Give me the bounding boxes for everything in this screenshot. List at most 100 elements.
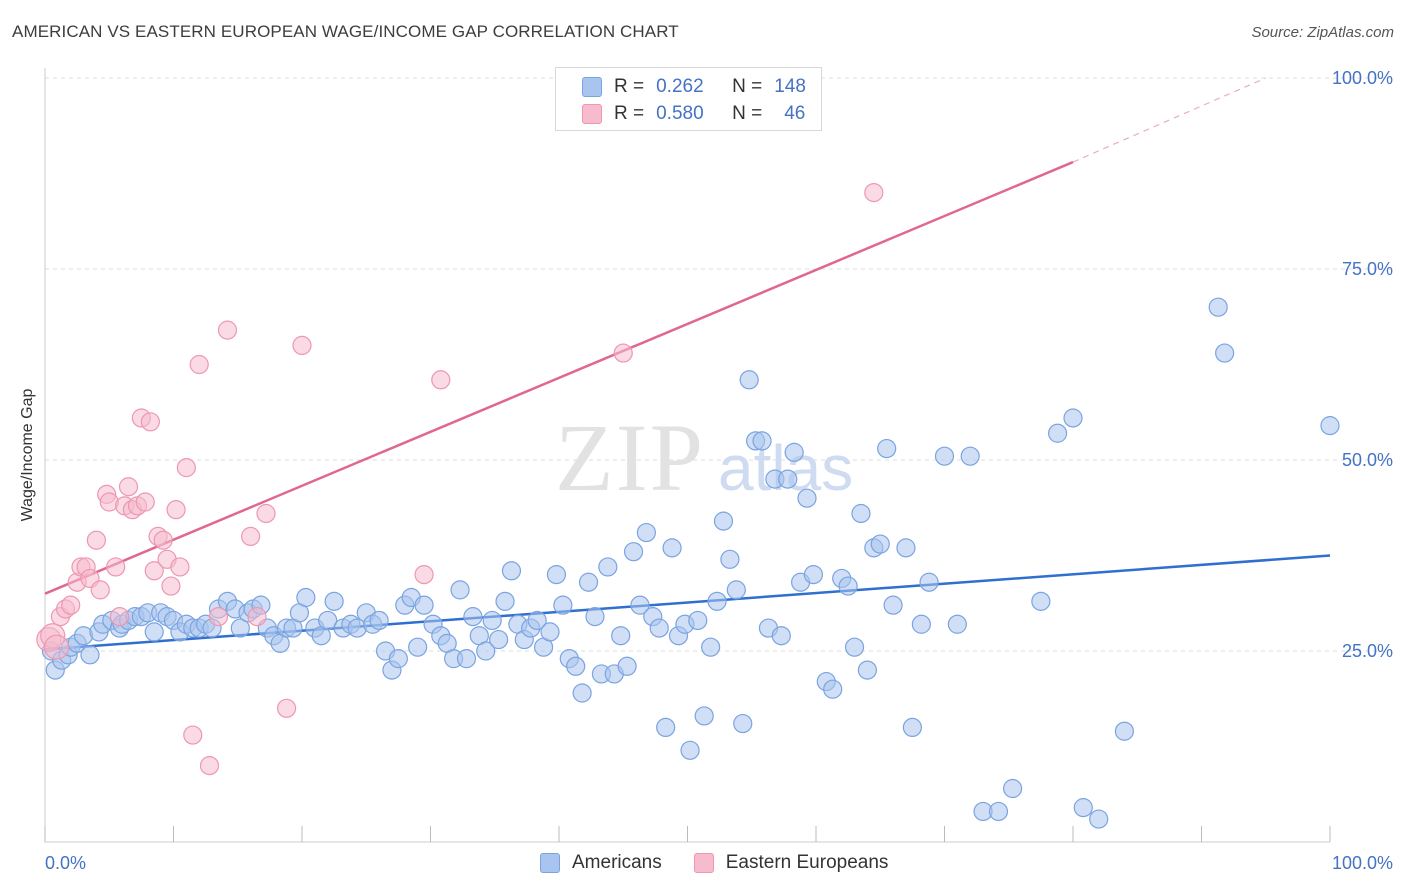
americans-point [784, 442, 804, 462]
americans-point [733, 713, 753, 734]
eastern-point [431, 370, 451, 390]
eastern-point [276, 698, 297, 718]
eastern-point [106, 557, 126, 577]
eastern-point [170, 557, 190, 577]
eastern-point [153, 530, 173, 550]
n-value: 148 [774, 76, 806, 97]
eastern-point [414, 564, 434, 585]
eastern-swatch [693, 853, 714, 873]
y-tick-label: 100.0% [1332, 68, 1393, 88]
legend-label-eastern: Eastern Europeans [725, 852, 889, 873]
r-value: 0.580 [656, 103, 704, 124]
americans-point [553, 595, 573, 615]
americans-point [662, 538, 682, 558]
eastern-point [161, 576, 181, 596]
americans-points [41, 297, 1340, 829]
axes [44, 68, 1331, 843]
americans-point [80, 645, 100, 665]
x-tick-label: 0.0% [45, 853, 86, 873]
americans-point [1089, 809, 1109, 829]
n-label: N = [732, 76, 763, 97]
r-label: R = [614, 103, 645, 124]
eastern-point [613, 343, 633, 363]
americans-point [739, 370, 759, 390]
americans-point [947, 614, 967, 634]
americans-point [630, 595, 650, 615]
americans-point [1208, 297, 1228, 317]
americans-point [527, 610, 547, 631]
americans-point [1215, 343, 1235, 363]
chart-title: AMERICAN VS EASTERN EUROPEAN WAGE/INCOME… [12, 22, 679, 41]
americans-point [476, 641, 496, 661]
americans-point [934, 446, 955, 466]
americans-point [988, 801, 1009, 822]
eastern-points [36, 183, 884, 776]
watermark: ZIP atlas [555, 404, 853, 511]
americans-point [1073, 798, 1093, 818]
tick-labels: 25.0% 50.0% 75.0% 100.0% 0.0% 100.0% [45, 68, 1393, 873]
eastern-point [109, 607, 130, 627]
eastern-point [86, 530, 107, 550]
trend-lines [44, 77, 1331, 651]
americans-point [318, 610, 338, 631]
eastern-point [208, 607, 229, 627]
americans-point [778, 469, 798, 489]
americans-point [694, 706, 714, 726]
americans-point [726, 580, 746, 600]
legend-item-americans[interactable]: Americans [540, 852, 662, 874]
americans-point [546, 564, 567, 585]
eastern-point [144, 561, 164, 581]
americans-point [707, 591, 727, 611]
americans-point [1031, 591, 1051, 611]
americans-point [883, 595, 903, 615]
americans-point [911, 614, 931, 634]
americans-point [1063, 408, 1083, 428]
eastern-point [199, 755, 220, 776]
watermark-zip: ZIP [555, 404, 705, 511]
y-tick-label: 50.0% [1342, 450, 1393, 470]
americans-trend-line [44, 554, 1331, 651]
americans-point [456, 649, 477, 669]
americans-point [636, 522, 656, 543]
americans-point [960, 446, 980, 466]
americans-point [797, 488, 817, 508]
americans-point [408, 637, 428, 657]
legend-item-eastern[interactable]: Eastern Europeans [693, 852, 889, 874]
eastern-point [864, 183, 884, 203]
americans-point [463, 607, 483, 627]
x-tick-label: 100.0% [1332, 853, 1393, 873]
americans-point [578, 572, 599, 592]
americans-swatch [540, 853, 560, 873]
n-label: N = [732, 103, 763, 124]
americans-point [896, 538, 916, 558]
americans-point [649, 618, 669, 638]
americans-point [803, 564, 824, 585]
eastern-point [247, 607, 267, 627]
americans-point [844, 637, 865, 657]
americans-point [230, 618, 250, 638]
americans-point [701, 637, 721, 657]
americans-point [369, 610, 389, 631]
y-tick-label: 25.0% [1342, 641, 1393, 661]
americans-point [611, 626, 631, 646]
eastern-trend-extension [1072, 77, 1266, 163]
americans-point [623, 542, 644, 562]
n-value: 46 [784, 103, 806, 124]
eastern-trend-line [44, 160, 1074, 595]
americans-point [656, 717, 676, 738]
source-label: Source: ZipAtlas.com [1251, 24, 1394, 41]
eastern-point [241, 526, 261, 547]
americans-point [1047, 423, 1068, 443]
americans-swatch [582, 77, 602, 97]
americans-point [566, 656, 586, 676]
americans-point [870, 534, 890, 554]
americans-point [540, 622, 560, 642]
americans-point [838, 576, 858, 596]
americans-point [857, 660, 878, 680]
eastern-point [118, 477, 139, 497]
americans-point [713, 511, 734, 531]
correlation-legend: R = 0.262 N = 148 R = 0.580 N = 46 [555, 67, 822, 131]
americans-point [851, 503, 871, 524]
watermark-atlas: atlas [718, 432, 853, 504]
americans-point [1114, 721, 1135, 741]
